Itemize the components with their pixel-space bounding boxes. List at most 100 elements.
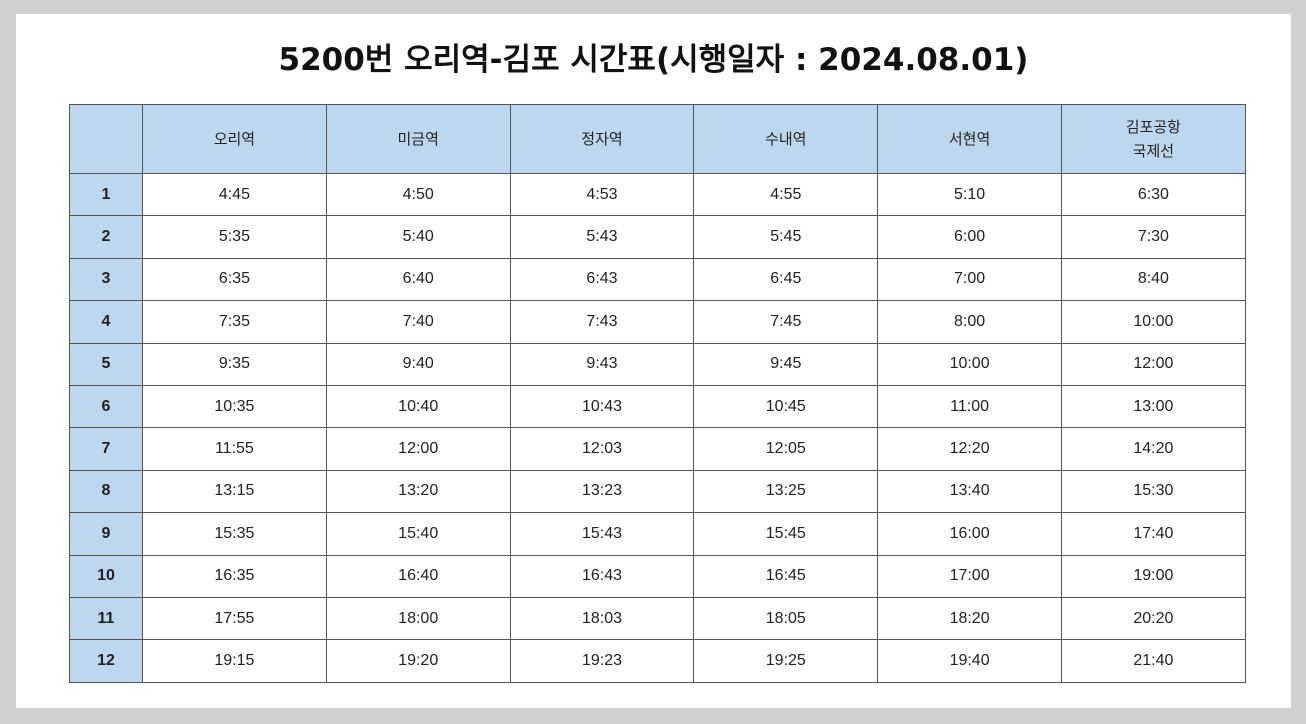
departure-time-cell: 15:35 [142, 512, 327, 556]
header-station-jeongja: 정자역 [509, 104, 695, 174]
departure-time-cell: 16:40 [325, 554, 511, 598]
table-row: 4 7:35 7:40 7:43 7:45 8:00 10:00 [69, 300, 1246, 344]
header-station-ori: 오리역 [142, 104, 327, 174]
departure-time-cell: 8:40 [1060, 257, 1246, 302]
departure-time-cell: 11:00 [877, 384, 1062, 429]
departure-time-cell: 16:43 [509, 554, 695, 598]
departure-time-cell: 17:00 [877, 554, 1062, 598]
departure-time-cell: 19:40 [877, 639, 1062, 683]
departure-time-cell: 4:53 [509, 172, 695, 217]
departure-time-cell: 19:25 [693, 639, 879, 683]
timetable-sheet: 5200번 오리역-김포 시간표(시행일자 : 2024.08.01) 오리역 … [16, 14, 1291, 708]
departure-time-cell: 15:43 [509, 512, 695, 556]
table-row: 9 15:35 15:40 15:43 15:45 16:00 17:40 [69, 512, 1246, 556]
departure-time-cell: 10:00 [1060, 300, 1246, 344]
header-station-sunae: 수내역 [693, 104, 879, 174]
timetable: 오리역 미금역 정자역 수내역 서현역 김포공항 국제선 1 4:45 4:50 4:… [69, 104, 1246, 683]
table-row: 8 13:15 13:20 13:23 13:25 13:40 15:30 [69, 469, 1246, 514]
departure-time-cell: 13:25 [693, 469, 879, 514]
departure-time-cell: 9:45 [693, 342, 879, 386]
departure-time-cell: 13:20 [325, 469, 511, 514]
table-row: 3 6:35 6:40 6:43 6:45 7:00 8:40 [69, 257, 1246, 302]
departure-time-cell: 15:45 [693, 512, 879, 556]
departure-time-cell: 10:00 [877, 342, 1062, 386]
departure-time-cell: 13:00 [1060, 384, 1246, 429]
departure-time-cell: 10:40 [325, 384, 511, 429]
departure-time-cell: 11:55 [142, 427, 327, 471]
departure-time-cell: 16:45 [693, 554, 879, 598]
departure-time-cell: 4:45 [142, 172, 327, 217]
table-row: 1 4:45 4:50 4:53 4:55 5:10 6:30 [69, 172, 1246, 217]
departure-time-cell: 16:35 [142, 554, 327, 598]
page-title: 5200번 오리역-김포 시간표(시행일자 : 2024.08.01) [278, 42, 1029, 78]
departure-time-cell: 5:35 [142, 215, 327, 259]
departure-time-cell: 16:00 [877, 512, 1062, 556]
departure-time-cell: 19:15 [142, 639, 327, 683]
departure-time-cell: 7:00 [877, 257, 1062, 302]
trip-number-cell: 6 [69, 384, 143, 429]
departure-time-cell: 13:23 [509, 469, 695, 514]
header-row: 오리역 미금역 정자역 수내역 서현역 김포공항 국제선 [69, 104, 1246, 174]
timetable-body: 1 4:45 4:50 4:53 4:55 5:10 6:30 2 5:35 5:40 5:43 5:… [69, 172, 1246, 683]
departure-time-cell: 7:40 [325, 300, 511, 344]
trip-number-cell: 2 [69, 215, 143, 259]
trip-number-cell: 1 [69, 172, 143, 217]
departure-time-cell: 8:00 [877, 300, 1062, 344]
departure-time-cell: 18:05 [693, 596, 879, 641]
departure-time-cell: 5:45 [693, 215, 879, 259]
departure-time-cell: 18:00 [325, 596, 511, 641]
table-row: 11 17:55 18:00 18:03 18:05 18:20 20:20 [69, 596, 1246, 641]
departure-time-cell: 5:40 [325, 215, 511, 259]
departure-time-cell: 20:20 [1060, 596, 1246, 641]
departure-time-cell: 12:05 [693, 427, 879, 471]
header-station-gimpo-airport: 김포공항 국제선 [1060, 104, 1246, 174]
departure-time-cell: 15:40 [325, 512, 511, 556]
header-gimpo-line2: 국제선 [1132, 142, 1175, 160]
departure-time-cell: 17:55 [142, 596, 327, 641]
departure-time-cell: 12:00 [1060, 342, 1246, 386]
departure-time-cell: 6:40 [325, 257, 511, 302]
departure-time-cell: 10:45 [693, 384, 879, 429]
trip-number-cell: 5 [69, 342, 143, 386]
trip-number-cell: 8 [69, 469, 143, 514]
departure-time-cell: 18:03 [509, 596, 695, 641]
trip-number-cell: 3 [69, 257, 143, 302]
departure-time-cell: 10:35 [142, 384, 327, 429]
table-row: 10 16:35 16:40 16:43 16:45 17:00 19:00 [69, 554, 1246, 598]
departure-time-cell: 9:43 [509, 342, 695, 386]
departure-time-cell: 12:20 [877, 427, 1062, 471]
table-row: 7 11:55 12:00 12:03 12:05 12:20 14:20 [69, 427, 1246, 471]
departure-time-cell: 4:50 [325, 172, 511, 217]
trip-number-cell: 7 [69, 427, 143, 471]
header-station-migeum: 미금역 [325, 104, 511, 174]
departure-time-cell: 6:45 [693, 257, 879, 302]
departure-time-cell: 9:35 [142, 342, 327, 386]
trip-number-cell: 4 [69, 300, 143, 344]
departure-time-cell: 17:40 [1060, 512, 1246, 556]
trip-number-cell: 12 [69, 639, 143, 683]
table-row: 6 10:35 10:40 10:43 10:45 11:00 13:00 [69, 384, 1246, 429]
departure-time-cell: 7:30 [1060, 215, 1246, 259]
trip-number-cell: 9 [69, 512, 143, 556]
departure-time-cell: 14:20 [1060, 427, 1246, 471]
header-gimpo-line1: 김포공항 [1125, 118, 1181, 136]
table-row: 5 9:35 9:40 9:43 9:45 10:00 12:00 [69, 342, 1246, 386]
departure-time-cell: 10:43 [509, 384, 695, 429]
departure-time-cell: 6:35 [142, 257, 327, 302]
departure-time-cell: 7:35 [142, 300, 327, 344]
table-row: 12 19:15 19:20 19:23 19:25 19:40 21:40 [69, 639, 1246, 683]
departure-time-cell: 12:00 [325, 427, 511, 471]
header-station-seohyeon: 서현역 [877, 104, 1062, 174]
timetable-header: 오리역 미금역 정자역 수내역 서현역 김포공항 국제선 [69, 104, 1246, 174]
departure-time-cell: 4:55 [693, 172, 879, 217]
trip-number-cell: 10 [69, 554, 143, 598]
table-row: 2 5:35 5:40 5:43 5:45 6:00 7:30 [69, 215, 1246, 259]
departure-time-cell: 5:10 [877, 172, 1062, 217]
departure-time-cell: 7:45 [693, 300, 879, 344]
trip-number-cell: 11 [69, 596, 143, 641]
departure-time-cell: 13:40 [877, 469, 1062, 514]
departure-time-cell: 19:23 [509, 639, 695, 683]
departure-time-cell: 9:40 [325, 342, 511, 386]
departure-time-cell: 6:00 [877, 215, 1062, 259]
departure-time-cell: 19:20 [325, 639, 511, 683]
